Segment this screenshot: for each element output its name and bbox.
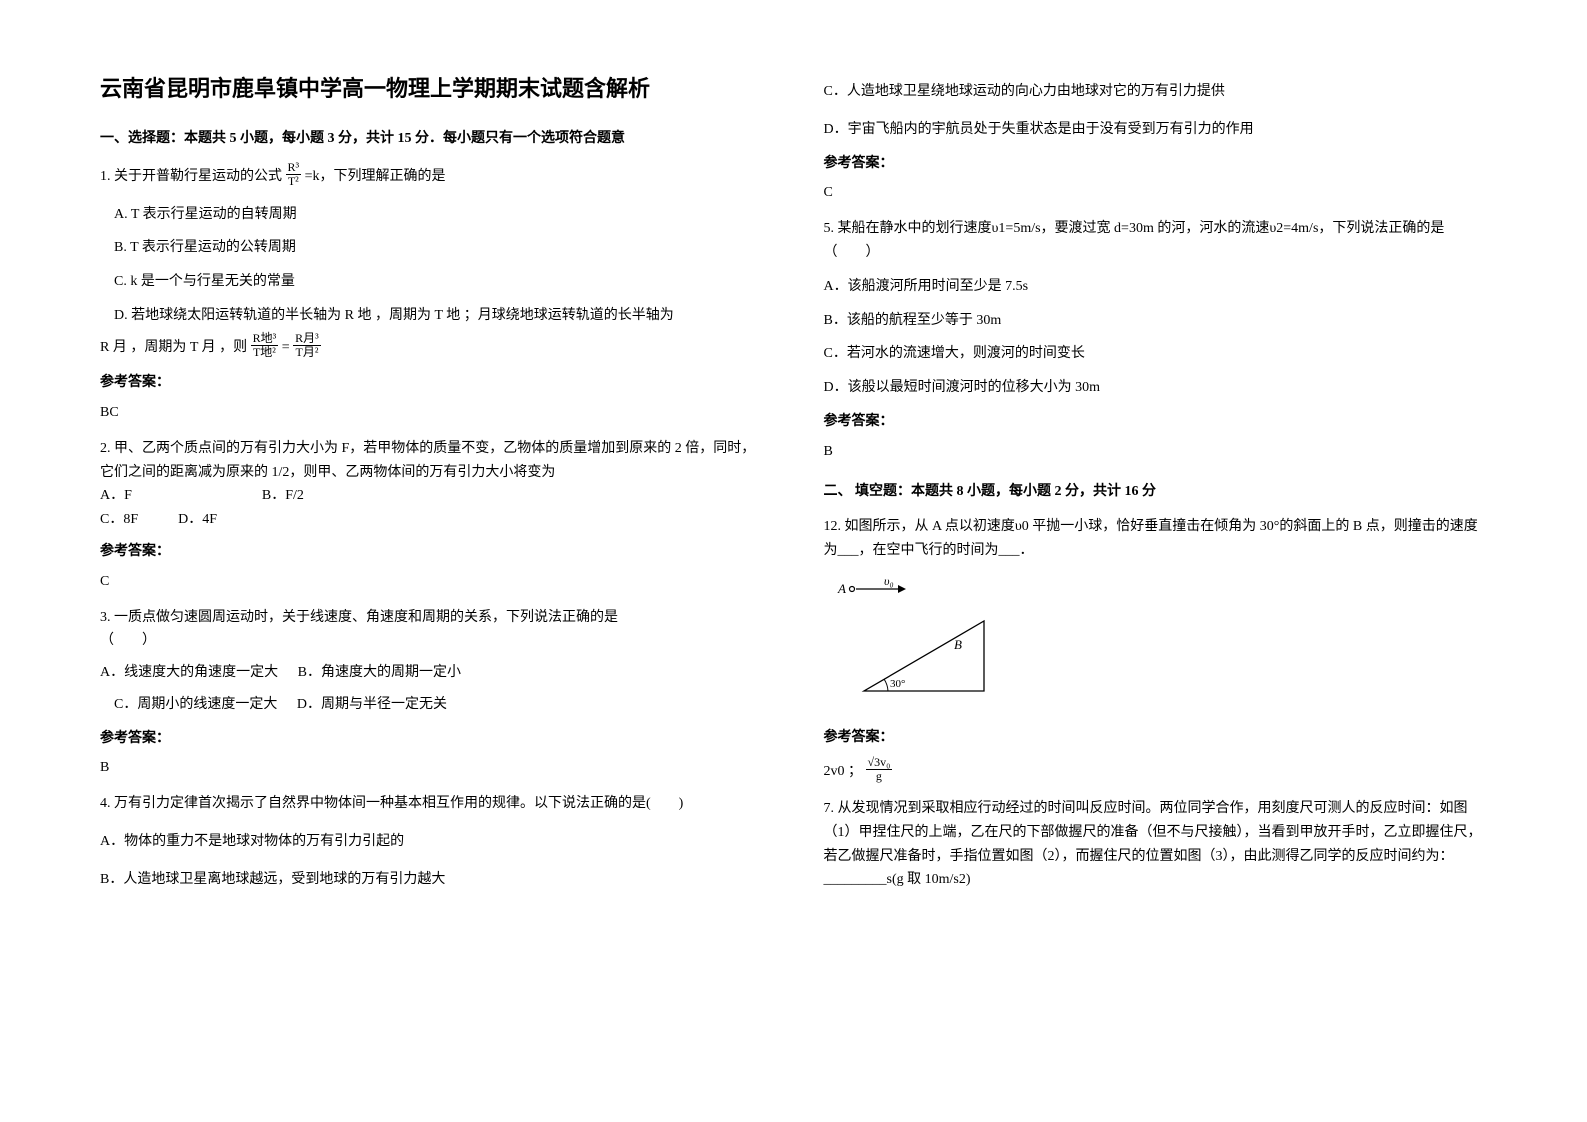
q12-ans-fd: g bbox=[866, 770, 893, 783]
question-4: 4. 万有引力定律首次揭示了自然界中物体间一种基本相互作用的规律。以下说法正确的… bbox=[100, 792, 764, 891]
q1-opt-D-cont: R 月 ，周期为 T 月 ，则 R地³ T地² = R月³ T月² bbox=[100, 334, 764, 361]
page-columns: 云南省昆明市鹿阜镇中学高一物理上学期期末试题含解析 一、选择题：本题共 5 小题… bbox=[100, 70, 1487, 900]
q2-answer-label: 参考答案： bbox=[100, 540, 764, 564]
q3-opt-B: B．角速度大的周期一定小 bbox=[298, 665, 461, 680]
q4-answer-label: 参考答案： bbox=[824, 152, 1488, 176]
q2-opt-D: D．4F bbox=[178, 508, 217, 532]
q1-d2-f1d: T地² bbox=[251, 346, 279, 359]
q12-diagram: A υ₀ B 30° bbox=[834, 575, 1488, 714]
q3-row1: A．线速度大的角速度一定大 B．角速度大的周期一定小 bbox=[100, 661, 764, 685]
question-3: 3. 一质点做匀速圆周运动时，关于线速度、角速度和周期的关系，下列说法正确的是 … bbox=[100, 606, 764, 717]
q1-answer-label: 参考答案： bbox=[100, 371, 764, 395]
q12-ans-a: 2v0 ； bbox=[824, 763, 863, 778]
q1-frac-num: R³ bbox=[286, 161, 302, 175]
q1-opt-B: B. T 表示行星运动的公转周期 bbox=[100, 236, 764, 260]
q3-answer-label: 参考答案： bbox=[100, 727, 764, 751]
q5-stem: 5. 某船在静水中的划行速度υ1=5m/s，要渡过宽 d=30m 的河，河水的流… bbox=[824, 217, 1488, 265]
q4-stem: 4. 万有引力定律首次揭示了自然界中物体间一种基本相互作用的规律。以下说法正确的… bbox=[100, 792, 764, 816]
q3-opt-C: C．周期小的线速度一定大 bbox=[114, 697, 277, 712]
question-2: 2. 甲、乙两个质点间的万有引力大小为 F，若甲物体的质量不变，乙物体的质量增加… bbox=[100, 437, 764, 532]
question-12: 12. 如图所示，从 A 点以初速度υ0 平抛一小球，恰好垂直撞击在倾角为 30… bbox=[824, 515, 1488, 563]
q2-opt-C: C．8F bbox=[100, 508, 138, 532]
q1-d2-a: R 月 ，周期为 T 月 ，则 bbox=[100, 340, 251, 355]
q12-answer-label: 参考答案： bbox=[824, 726, 1488, 750]
section-1-header: 一、选择题：本题共 5 小题，每小题 3 分，共计 15 分．每小题只有一个选项… bbox=[100, 127, 764, 151]
diag-label-angle: 30° bbox=[890, 678, 905, 690]
q12-stem: 12. 如图所示，从 A 点以初速度υ0 平抛一小球，恰好垂直撞击在倾角为 30… bbox=[824, 515, 1488, 563]
q1-opt-D: D. 若地球绕太阳运转轨道的半长轴为 R 地 ，周期为 T 地 ；月球绕地球运转… bbox=[100, 304, 764, 328]
q3-row2: C．周期小的线速度一定大 D．周期与半径一定无关 bbox=[100, 693, 764, 717]
q4-opt-B: B．人造地球卫星离地球越远，受到地球的万有引力越大 bbox=[100, 868, 764, 892]
q12-answer: 2v0 ； √3v₀ g bbox=[824, 758, 1488, 785]
q2-opt-A: A．F bbox=[100, 484, 132, 508]
q1-opt-A: A. T 表示行星运动的自转周期 bbox=[100, 203, 764, 227]
diag-label-v0: υ₀ bbox=[884, 575, 894, 588]
q5-answer: B bbox=[824, 440, 1488, 464]
incline-diagram-svg: A υ₀ B 30° bbox=[834, 575, 1014, 705]
question-5: 5. 某船在静水中的划行速度υ1=5m/s，要渡过宽 d=30m 的河，河水的流… bbox=[824, 217, 1488, 400]
q1-fraction: R³ T² bbox=[286, 161, 302, 188]
document-title: 云南省昆明市鹿阜镇中学高一物理上学期期末试题含解析 bbox=[100, 70, 764, 107]
q5-opt-D: D．该般以最短时间渡河时的位移大小为 30m bbox=[824, 376, 1488, 400]
q1-stem-a: 1. 关于开普勒行星运动的公式 bbox=[100, 169, 282, 184]
right-column: C．人造地球卫星绕地球运动的向心力由地球对它的万有引力提供 D．宇宙飞船内的宇航… bbox=[824, 70, 1488, 900]
q5-opt-B: B．该船的航程至少等于 30m bbox=[824, 309, 1488, 333]
q1-d2-f2: R月³ T月² bbox=[293, 332, 321, 359]
q1-frac-den: T² bbox=[286, 175, 302, 188]
diag-label-A: A bbox=[837, 581, 846, 596]
q4-opt-A: A．物体的重力不是地球对物体的万有引力引起的 bbox=[100, 830, 764, 854]
q5-answer-label: 参考答案： bbox=[824, 410, 1488, 434]
q3-stem: 3. 一质点做匀速圆周运动时，关于线速度、角速度和周期的关系，下列说法正确的是 … bbox=[100, 606, 764, 654]
q1-d2-f1n: R地³ bbox=[251, 332, 279, 346]
q1-answer: BC bbox=[100, 401, 764, 425]
q12-ans-frac: √3v₀ g bbox=[866, 756, 893, 783]
q3-opt-D: D．周期与半径一定无关 bbox=[297, 697, 447, 712]
q1-d2-f2n: R月³ bbox=[293, 332, 321, 346]
q4-opt-C: C．人造地球卫星绕地球运动的向心力由地球对它的万有引力提供 bbox=[824, 80, 1488, 104]
q2-opt-B: B．F/2 bbox=[262, 484, 304, 508]
q5-opt-C: C．若河水的流速增大，则渡河的时间变长 bbox=[824, 342, 1488, 366]
q2-row1: A．F B．F/2 bbox=[100, 484, 764, 508]
q3-answer: B bbox=[100, 756, 764, 780]
left-column: 云南省昆明市鹿阜镇中学高一物理上学期期末试题含解析 一、选择题：本题共 5 小题… bbox=[100, 70, 764, 900]
q3-opt-A: A．线速度大的角速度一定大 bbox=[100, 665, 278, 680]
q1-stem-b: =k，下列理解正确的是 bbox=[305, 169, 446, 184]
q2-answer: C bbox=[100, 570, 764, 594]
section-2-header: 二、 填空题：本题共 8 小题，每小题 2 分，共计 16 分 bbox=[824, 480, 1488, 504]
q2-row2: C．8F D．4F bbox=[100, 508, 764, 532]
q1-d2-f2d: T月² bbox=[293, 346, 321, 359]
question-7: 7. 从发现情况到采取相应行动经过的时间叫反应时间。两位同学合作，用刻度尺可测人… bbox=[824, 797, 1488, 892]
q1-d2-f1: R地³ T地² bbox=[251, 332, 279, 359]
q12-ans-fn: √3v₀ bbox=[866, 756, 893, 770]
diag-label-B: B bbox=[954, 637, 962, 652]
q5-opt-A: A．该船渡河所用时间至少是 7.5s bbox=[824, 275, 1488, 299]
q1-d2-eq: = bbox=[282, 340, 293, 355]
q7-stem: 7. 从发现情况到采取相应行动经过的时间叫反应时间。两位同学合作，用刻度尺可测人… bbox=[824, 797, 1488, 892]
q1-opt-C: C. k 是一个与行星无关的常量 bbox=[100, 270, 764, 294]
q4-answer: C bbox=[824, 181, 1488, 205]
q1-stem: 1. 关于开普勒行星运动的公式 R³ T² =k，下列理解正确的是 bbox=[100, 163, 764, 190]
question-1: 1. 关于开普勒行星运动的公式 R³ T² =k，下列理解正确的是 A. T 表… bbox=[100, 163, 764, 361]
q2-stem: 2. 甲、乙两个质点间的万有引力大小为 F，若甲物体的质量不变，乙物体的质量增加… bbox=[100, 437, 764, 485]
q4-opt-D: D．宇宙飞船内的宇航员处于失重状态是由于没有受到万有引力的作用 bbox=[824, 118, 1488, 142]
